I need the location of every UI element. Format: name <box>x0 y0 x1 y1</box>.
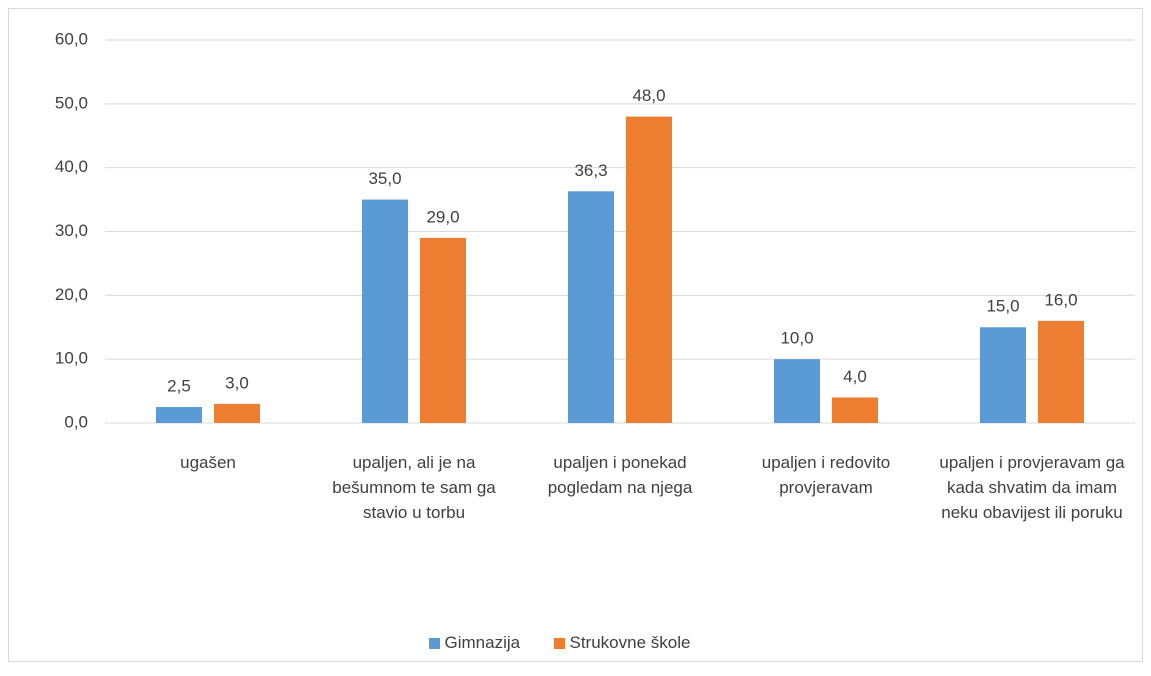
legend-label: Gimnazija <box>444 633 521 652</box>
data-label: 36,3 <box>574 161 607 180</box>
legend-swatch <box>553 637 565 649</box>
bar <box>420 237 466 423</box>
data-label: 35,0 <box>368 169 401 188</box>
data-label: 2,5 <box>167 377 191 396</box>
bar <box>214 403 260 423</box>
bar <box>1038 320 1084 423</box>
bar <box>832 397 878 423</box>
y-tick-label: 20,0 <box>55 285 88 304</box>
bar <box>626 116 672 423</box>
legend-label: Strukovne škole <box>569 633 691 652</box>
data-label: 15,0 <box>986 297 1019 316</box>
x-tick-label: ugašen <box>180 453 236 472</box>
data-label: 10,0 <box>780 329 813 348</box>
y-tick-label: 30,0 <box>55 221 88 240</box>
x-tick-label: upaljen i provjeravam ga kada shvatim da… <box>939 453 1125 522</box>
data-label: 3,0 <box>225 373 249 392</box>
y-tick-label: 50,0 <box>55 93 88 112</box>
x-tick-label: upaljen, ali je na bešumnom te sam ga st… <box>332 453 496 522</box>
y-tick-label: 0,0 <box>64 412 88 431</box>
y-tick-label: 60,0 <box>55 29 88 48</box>
y-tick-label: 10,0 <box>55 349 88 368</box>
bar <box>156 407 202 423</box>
chart-frame <box>8 8 1143 662</box>
y-tick-label: 40,0 <box>55 157 88 176</box>
data-label: 4,0 <box>843 367 867 386</box>
data-label: 16,0 <box>1044 290 1077 309</box>
bar <box>980 327 1026 423</box>
data-label: 48,0 <box>632 86 665 105</box>
legend-item: Gimnazija <box>428 633 521 653</box>
legend-swatch <box>428 637 440 649</box>
bar <box>362 199 408 423</box>
x-tick-label: upaljen i ponekad pogledam na njega <box>547 453 693 497</box>
bar <box>774 359 820 423</box>
data-label: 29,0 <box>426 207 459 226</box>
x-tick-label: upaljen i redovito provjeravam <box>761 453 891 497</box>
bar <box>568 191 614 423</box>
legend-item: Strukovne škole <box>553 633 691 653</box>
